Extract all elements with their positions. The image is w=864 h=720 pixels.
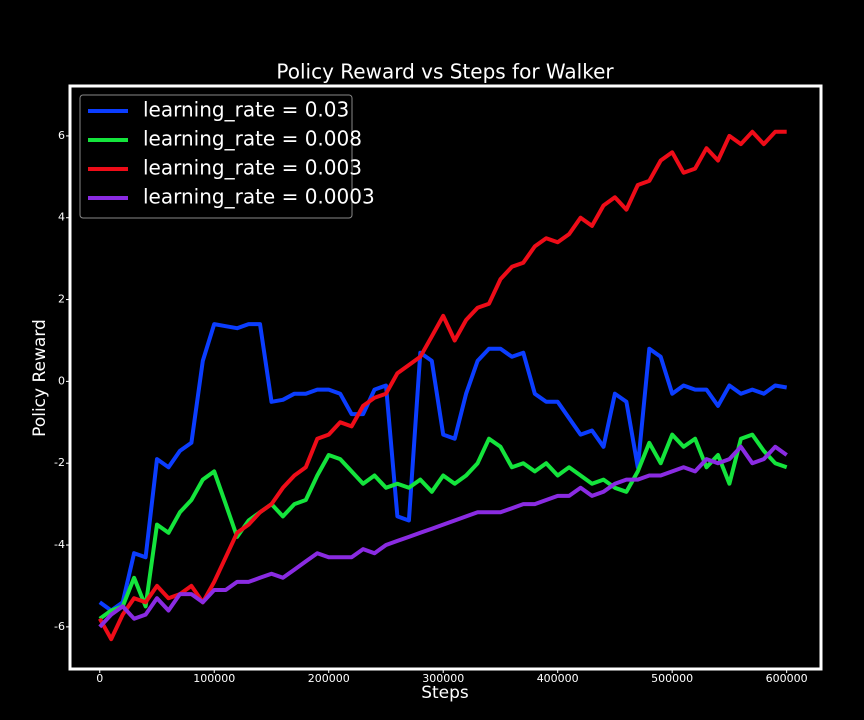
series-line — [98, 322, 788, 613]
x-tick-label: 600000 — [766, 672, 808, 685]
x-tick-label: 200000 — [308, 672, 350, 685]
x-axis-label: Steps — [421, 683, 469, 703]
x-tick-label: 500000 — [651, 672, 693, 685]
x-tick-label: 400000 — [537, 672, 579, 685]
y-tick-label: 0 — [58, 374, 65, 387]
legend-label: learning_rate = 0.0003 — [143, 185, 375, 209]
legend-box — [79, 94, 353, 219]
y-tick-label: -6 — [54, 620, 65, 633]
y-axis-label: Policy Reward — [30, 319, 50, 437]
series-line — [98, 432, 788, 621]
y-tick-label: 6 — [58, 129, 65, 142]
series-line — [98, 444, 788, 629]
x-tick-label: 300000 — [422, 672, 464, 685]
legend-label: learning_rate = 0.008 — [143, 127, 362, 151]
series-line — [98, 129, 787, 642]
y-tick-label: -4 — [54, 538, 65, 551]
legend-label: learning_rate = 0.003 — [143, 156, 362, 180]
axes-frame — [68, 84, 823, 671]
y-tick-label: -2 — [54, 456, 65, 469]
y-tick-label: 2 — [58, 293, 65, 306]
x-tick-label: 0 — [96, 672, 103, 685]
chart-title: Policy Reward vs Steps for Walker — [276, 60, 614, 84]
legend-label: learning_rate = 0.03 — [143, 98, 349, 122]
y-tick-label: 4 — [58, 211, 65, 224]
x-tick-label: 100000 — [193, 672, 235, 685]
